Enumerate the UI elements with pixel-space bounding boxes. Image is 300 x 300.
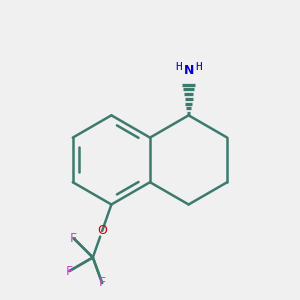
Text: O: O <box>97 224 107 238</box>
Text: F: F <box>66 265 73 278</box>
Text: F: F <box>98 276 106 290</box>
Text: H: H <box>175 62 182 72</box>
Text: N: N <box>183 64 194 77</box>
Text: F: F <box>70 232 77 245</box>
Text: H: H <box>195 62 202 72</box>
